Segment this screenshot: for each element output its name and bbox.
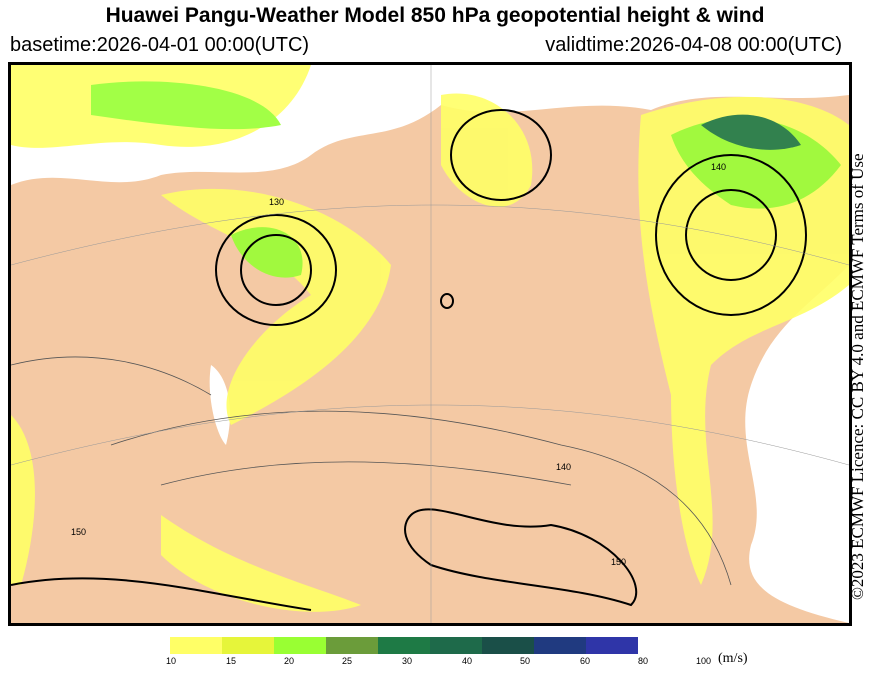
validtime-label: validtime:2026-04-08 00:00(UTC) <box>545 34 842 56</box>
colorbar <box>170 637 638 654</box>
colorbar-tick: 80 <box>638 656 649 666</box>
sea-caspian <box>209 365 231 445</box>
colorbar-swatch <box>482 637 534 654</box>
chart-title: Huawei Pangu-Weather Model 850 hPa geopo… <box>105 4 765 27</box>
colorbar-tick: 15 <box>226 656 237 666</box>
colorbar-tick: 30 <box>402 656 413 666</box>
height-contours <box>11 109 807 611</box>
colorbar-tick: 50 <box>520 656 531 666</box>
colorbar-tick: 20 <box>284 656 295 666</box>
colorbar-swatch <box>534 637 586 654</box>
colorbar-swatch <box>586 637 638 654</box>
contour-label: 130 <box>269 197 284 207</box>
colorbar-swatch <box>378 637 430 654</box>
colorbar-tick: 25 <box>342 656 353 666</box>
colorbar-tick: 40 <box>462 656 473 666</box>
colorbar-swatch <box>430 637 482 654</box>
wind-shading <box>11 65 849 612</box>
map-canvas: 130 140 150 140 150 <box>11 65 849 623</box>
sea-pacific <box>745 265 849 623</box>
licence-text: ©2023 ECMWF Licence: CC BY 4.0 and ECMWF… <box>848 153 867 600</box>
colorbar-swatch <box>326 637 378 654</box>
colorbar-tick: 10 <box>166 656 177 666</box>
colorbar-swatch <box>274 637 326 654</box>
basetime-label: basetime:2026-04-01 00:00(UTC) <box>10 34 310 56</box>
contour-label: 150 <box>611 557 626 567</box>
contour-label: 150 <box>71 527 86 537</box>
weather-map: 130 140 150 140 150 <box>8 62 852 626</box>
contour-label: 140 <box>556 462 571 472</box>
contour-label: 140 <box>711 162 726 172</box>
colorbar-swatch <box>170 637 222 654</box>
thin-contours <box>11 356 732 586</box>
colorbar-swatch <box>222 637 274 654</box>
colorbar-tick: 100 <box>696 656 712 666</box>
colorbar-tick: 60 <box>580 656 591 666</box>
graticule <box>11 65 849 623</box>
colorbar-unit: (m/s) <box>718 651 748 666</box>
